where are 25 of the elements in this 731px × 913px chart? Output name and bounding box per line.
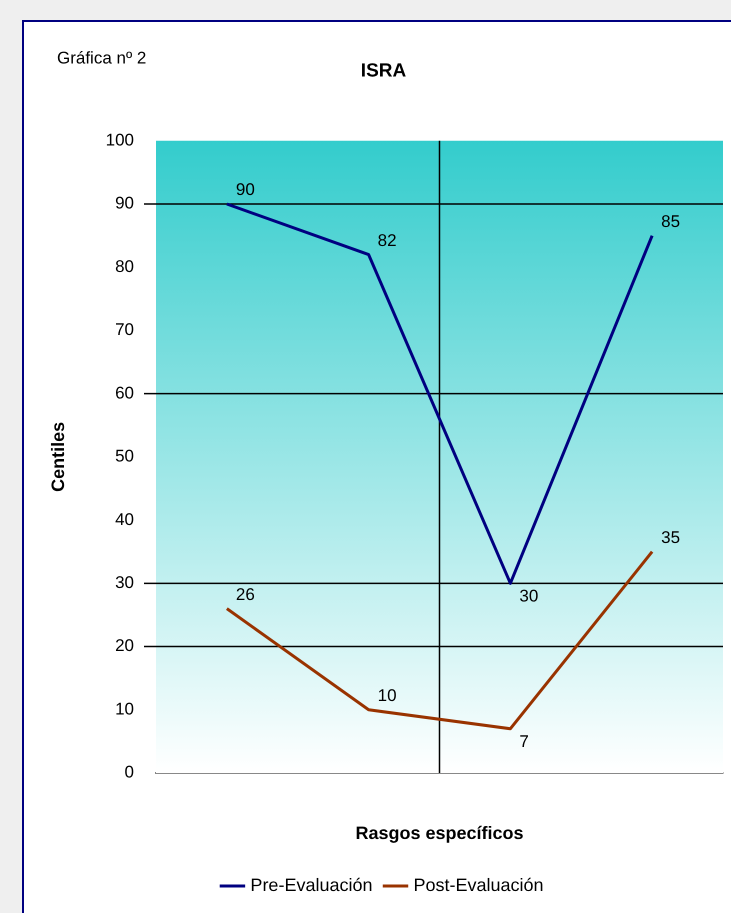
legend-label: Post-Evaluación: [413, 874, 544, 895]
y-tick-label: 100: [106, 130, 134, 150]
data-label: 35: [661, 528, 680, 547]
data-label: 90: [236, 180, 255, 200]
y-tick-label: 10: [115, 699, 134, 718]
data-label: 30: [519, 586, 538, 606]
data-label: 7: [519, 732, 529, 751]
y-tick-label: 70: [115, 320, 134, 340]
y-tick-label: 0: [124, 762, 134, 782]
x-axis-title: Rasgos específicos: [355, 823, 524, 844]
y-tick-label: 80: [115, 256, 134, 276]
y-axis-title: Centiles: [48, 422, 68, 492]
chart-title: ISRA: [360, 60, 406, 82]
y-tick-label: 20: [115, 636, 134, 656]
y-tick-label: 30: [115, 573, 134, 592]
data-label: 82: [378, 230, 397, 250]
y-tick-label: 40: [115, 510, 134, 529]
text: Gráfica nº 2: [57, 48, 146, 68]
data-label: 26: [236, 584, 255, 604]
data-label: 10: [378, 686, 397, 705]
legend-label: Pre-Evaluación: [250, 874, 372, 895]
y-tick-label: 50: [115, 446, 134, 466]
y-tick-label: 60: [115, 383, 134, 402]
data-label: 85: [661, 212, 680, 231]
y-tick-label: 90: [115, 194, 134, 213]
